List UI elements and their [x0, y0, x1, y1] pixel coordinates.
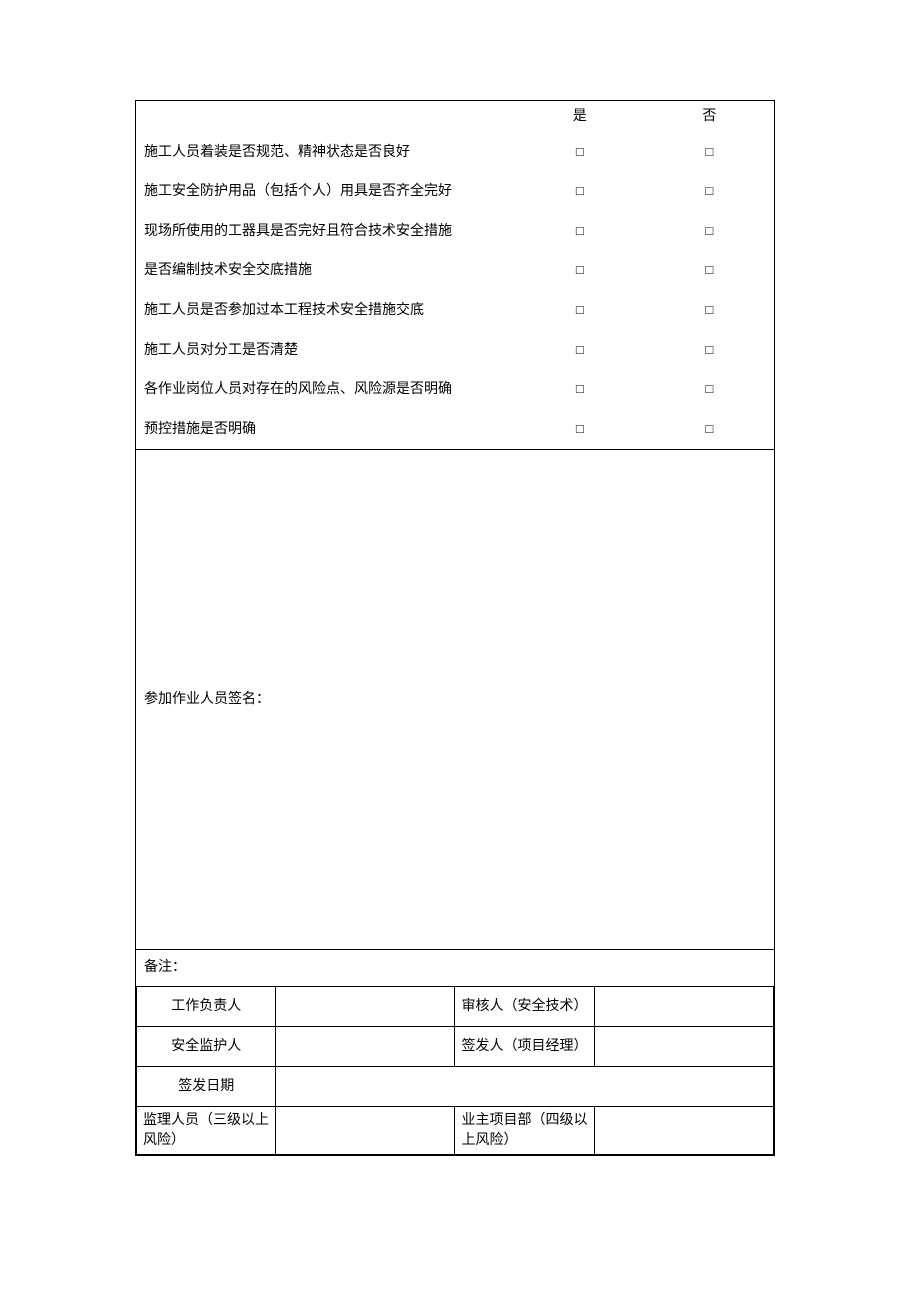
checkbox-yes[interactable]: □: [515, 291, 645, 331]
checklist-row: 现场所使用的工器具是否完好且符合技术安全措施 □ □: [136, 212, 775, 252]
checklist-row: 预控措施是否明确 □ □: [136, 410, 775, 450]
checklist-item-label: 施工人员是否参加过本工程技术安全措施交底: [136, 291, 515, 331]
signoff-left-value[interactable]: [276, 1106, 455, 1154]
checkbox-icon: □: [705, 143, 713, 161]
checkbox-icon: □: [576, 301, 584, 319]
checklist-table: 是 否 施工人员着装是否规范、精神状态是否良好 □ □ 施工安全防护用品（包括个…: [135, 100, 775, 1156]
signoff-left-value[interactable]: [276, 1026, 455, 1066]
checkbox-icon: □: [705, 420, 713, 438]
checkbox-yes[interactable]: □: [515, 410, 645, 450]
checkbox-yes[interactable]: □: [515, 172, 645, 212]
checkbox-icon: □: [576, 143, 584, 161]
signoff-container-row: 工作负责人 审核人（安全技术） 安全监护人 签发人（项目经理） 签发日期: [136, 986, 775, 1156]
signoff-row: 安全监护人 签发人（项目经理）: [137, 1026, 774, 1066]
signoff-right-value[interactable]: [594, 1026, 773, 1066]
checkbox-icon: □: [705, 301, 713, 319]
checklist-row: 施工安全防护用品（包括个人）用具是否齐全完好 □ □: [136, 172, 775, 212]
signoff-left-label: 工作负责人: [137, 986, 276, 1026]
checkbox-icon: □: [576, 261, 584, 279]
signature-label: 参加作业人员签名：: [144, 692, 270, 707]
signoff-right-label: 审核人（安全技术）: [455, 986, 594, 1026]
checkbox-no[interactable]: □: [645, 331, 775, 371]
checkbox-no[interactable]: □: [645, 212, 775, 252]
signoff-left-label: 安全监护人: [137, 1026, 276, 1066]
signature-cell: 参加作业人员签名：: [136, 450, 775, 950]
checkbox-icon: □: [576, 182, 584, 200]
signoff-merged-value[interactable]: [276, 1066, 774, 1106]
checklist-item-label: 施工安全防护用品（包括个人）用具是否齐全完好: [136, 172, 515, 212]
checklist-row: 施工人员着装是否规范、精神状态是否良好 □ □: [136, 133, 775, 173]
header-empty-cell: [136, 101, 515, 133]
signoff-right-label: 业主项目部（四级以上风险）: [455, 1106, 594, 1154]
checklist-item-label: 是否编制技术安全交底措施: [136, 251, 515, 291]
checklist-row: 施工人员对分工是否清楚 □ □: [136, 331, 775, 371]
checklist-row: 施工人员是否参加过本工程技术安全措施交底 □ □: [136, 291, 775, 331]
checkbox-yes[interactable]: □: [515, 133, 645, 173]
checklist-item-label: 施工人员着装是否规范、精神状态是否良好: [136, 133, 515, 173]
checkbox-no[interactable]: □: [645, 370, 775, 410]
checklist-item-label: 现场所使用的工器具是否完好且符合技术安全措施: [136, 212, 515, 252]
notes-cell: 备注：: [136, 950, 775, 986]
signature-row: 参加作业人员签名：: [136, 450, 775, 950]
signoff-row: 监理人员（三级以上风险） 业主项目部（四级以上风险）: [137, 1106, 774, 1154]
checklist-item-label: 各作业岗位人员对存在的风险点、风险源是否明确: [136, 370, 515, 410]
notes-label: 备注：: [144, 960, 186, 975]
checkbox-icon: □: [705, 380, 713, 398]
checkbox-icon: □: [576, 380, 584, 398]
signoff-right-value[interactable]: [594, 986, 773, 1026]
checkbox-icon: □: [705, 222, 713, 240]
checkbox-no[interactable]: □: [645, 410, 775, 450]
checkbox-no[interactable]: □: [645, 133, 775, 173]
checklist-item-label: 预控措施是否明确: [136, 410, 515, 450]
checklist-row: 是否编制技术安全交底措施 □ □: [136, 251, 775, 291]
checkbox-yes[interactable]: □: [515, 212, 645, 252]
checkbox-icon: □: [576, 222, 584, 240]
checkbox-icon: □: [705, 182, 713, 200]
checkbox-yes[interactable]: □: [515, 370, 645, 410]
notes-row: 备注：: [136, 950, 775, 986]
checkbox-icon: □: [576, 420, 584, 438]
checkbox-yes[interactable]: □: [515, 331, 645, 371]
signoff-left-label: 签发日期: [137, 1066, 276, 1106]
header-yes: 是: [515, 101, 645, 133]
checkbox-no[interactable]: □: [645, 251, 775, 291]
checkbox-icon: □: [705, 261, 713, 279]
signoff-right-value[interactable]: [594, 1106, 773, 1154]
checklist-row: 各作业岗位人员对存在的风险点、风险源是否明确 □ □: [136, 370, 775, 410]
checkbox-no[interactable]: □: [645, 172, 775, 212]
signoff-row: 签发日期: [137, 1066, 774, 1106]
checkbox-no[interactable]: □: [645, 291, 775, 331]
signoff-row: 工作负责人 审核人（安全技术）: [137, 986, 774, 1026]
checkbox-yes[interactable]: □: [515, 251, 645, 291]
signoff-table: 工作负责人 审核人（安全技术） 安全监护人 签发人（项目经理） 签发日期: [136, 986, 774, 1155]
signoff-right-label: 签发人（项目经理）: [455, 1026, 594, 1066]
checkbox-icon: □: [705, 341, 713, 359]
signoff-container-cell: 工作负责人 审核人（安全技术） 安全监护人 签发人（项目经理） 签发日期: [136, 986, 775, 1156]
header-no: 否: [645, 101, 775, 133]
checkbox-icon: □: [576, 341, 584, 359]
document-container: 是 否 施工人员着装是否规范、精神状态是否良好 □ □ 施工安全防护用品（包括个…: [135, 100, 775, 1156]
checklist-header-row: 是 否: [136, 101, 775, 133]
checklist-item-label: 施工人员对分工是否清楚: [136, 331, 515, 371]
signoff-left-value[interactable]: [276, 986, 455, 1026]
signoff-left-label: 监理人员（三级以上风险）: [137, 1106, 276, 1154]
